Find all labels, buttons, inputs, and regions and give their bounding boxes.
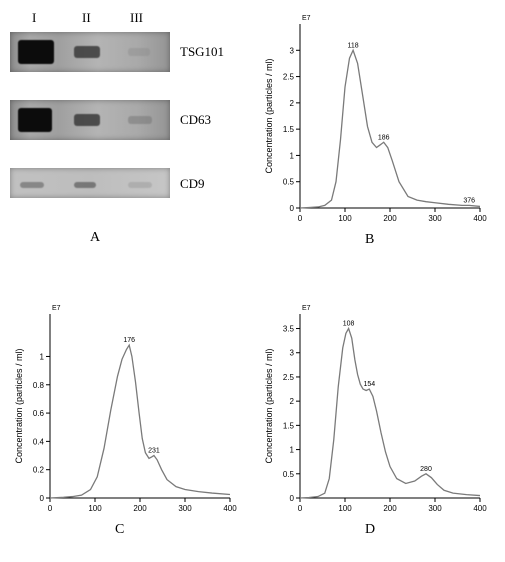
- x-tick-label: 100: [338, 214, 352, 223]
- y-exponent: E7: [52, 305, 61, 312]
- y-tick-label: 0: [290, 494, 295, 503]
- x-tick-label: 0: [48, 504, 53, 513]
- panel-label-a: A: [90, 230, 100, 246]
- x-tick-label: 400: [473, 504, 487, 513]
- panel-d-chart: 0 100 200 300 400 0 0.5 1 1.5 2 2.5 3 3.5 108 154 280 E7…: [260, 300, 490, 520]
- axes: [50, 314, 230, 498]
- panel-label-b: B: [365, 232, 374, 248]
- axes: [300, 24, 480, 208]
- y-tick-label: 2: [290, 99, 295, 108]
- y-tick-label: 0.2: [33, 466, 45, 475]
- y-tick-label: 2.5: [283, 73, 295, 82]
- concentration-curve: [300, 329, 480, 498]
- band-tsg101-lane2: [74, 46, 100, 58]
- y-tick-label: 0: [290, 204, 295, 213]
- x-tick-label: 200: [133, 504, 147, 513]
- panel-c-chart: 0 100 200 300 400 0 0.2 0.4 0.6 0.8 1 176 231 E7 Conce…: [10, 300, 240, 520]
- y-axis-label: Concentration (particles / ml): [264, 58, 274, 173]
- panel-b-chart: 0 100 200 300 400 0 0.5 1 1.5 2 2.5 3 118 186 376 E7 Con…: [260, 10, 490, 230]
- wb-strip-tsg101: [10, 32, 170, 72]
- x-tick-label: 0: [298, 214, 303, 223]
- x-tick-label: 0: [298, 504, 303, 513]
- y-tick-label: 1.5: [283, 421, 295, 430]
- wb-strip-cd9: [10, 168, 170, 198]
- wb-label-tsg101: TSG101: [180, 44, 224, 60]
- peak-label: 176: [123, 337, 135, 344]
- concentration-curve: [50, 345, 230, 498]
- x-tick-label: 400: [223, 504, 237, 513]
- wb-label-cd9: CD9: [180, 176, 205, 192]
- figure-root: I II III TSG101 CD63 CD9 A 0100200300400…: [0, 0, 505, 562]
- wb-strip-cd63: [10, 100, 170, 140]
- peak-label: 186: [378, 134, 390, 141]
- y-tick-label: 2.5: [283, 373, 295, 382]
- peak-label: 376: [463, 197, 475, 204]
- y-tick-label: 0.6: [33, 409, 45, 418]
- y-tick-label: 0.5: [283, 470, 295, 479]
- y-tick-label: 3: [290, 349, 295, 358]
- band-cd63-lane2: [74, 114, 100, 126]
- concentration-curve: [300, 50, 480, 208]
- chart-svg: 0 100 200 300 400 0 0.5 1 1.5 2 2.5 3 118 186 376 E7 Con…: [260, 10, 490, 230]
- band-tsg101-lane1: [18, 40, 54, 64]
- x-tick-label: 300: [178, 504, 192, 513]
- band-cd63-lane3: [128, 116, 152, 124]
- x-tick-label: 300: [428, 504, 442, 513]
- lane-header-3: III: [130, 10, 143, 26]
- y-tick-label: 3.5: [283, 325, 295, 334]
- y-tick-label: 1: [40, 352, 45, 361]
- panel-a: I II III TSG101 CD63 CD9: [10, 10, 240, 250]
- peak-label: 280: [420, 466, 432, 473]
- band-tsg101-lane3: [128, 48, 150, 56]
- x-tick-label: 200: [383, 504, 397, 513]
- y-exponent: E7: [302, 305, 311, 312]
- peak-label: 231: [148, 448, 160, 455]
- y-exponent: E7: [302, 15, 311, 22]
- y-tick-label: 0: [40, 494, 45, 503]
- y-tick-label: 0.5: [283, 178, 295, 187]
- peak-label: 108: [343, 321, 355, 328]
- y-axis-label: Concentration (particles / ml): [14, 348, 24, 463]
- band-cd9-lane2: [74, 182, 96, 188]
- axes: [300, 314, 480, 498]
- x-tick-label: 400: [473, 214, 487, 223]
- x-tick-label: 200: [383, 214, 397, 223]
- y-tick-label: 0.8: [33, 381, 45, 390]
- band-cd9-lane1: [20, 182, 44, 188]
- y-tick-label: 3: [290, 46, 295, 55]
- chart-svg: 0 100 200 300 400 0 0.5 1 1.5 2 2.5 3 3.5 108 154 280 E7…: [260, 300, 490, 520]
- y-tick-label: 2: [290, 397, 295, 406]
- band-cd9-lane3: [128, 182, 152, 188]
- y-tick-label: 0.4: [33, 437, 45, 446]
- peak-label: 154: [363, 381, 375, 388]
- band-cd63-lane1: [18, 108, 52, 132]
- peak-label: 118: [348, 42, 359, 49]
- panel-label-d: D: [365, 522, 375, 538]
- y-tick-label: 1: [290, 446, 295, 455]
- x-tick-label: 100: [338, 504, 352, 513]
- lane-header-1: I: [32, 10, 36, 26]
- y-tick-label: 1: [290, 151, 295, 160]
- chart-svg: 0 100 200 300 400 0 0.2 0.4 0.6 0.8 1 176 231 E7 Conce…: [10, 300, 240, 520]
- lane-header-2: II: [82, 10, 91, 26]
- x-tick-label: 300: [428, 214, 442, 223]
- panel-label-c: C: [115, 522, 124, 538]
- x-tick-label: 100: [88, 504, 102, 513]
- y-tick-label: 1.5: [283, 125, 295, 134]
- wb-label-cd63: CD63: [180, 112, 211, 128]
- y-axis-label: Concentration (particles / ml): [264, 348, 274, 463]
